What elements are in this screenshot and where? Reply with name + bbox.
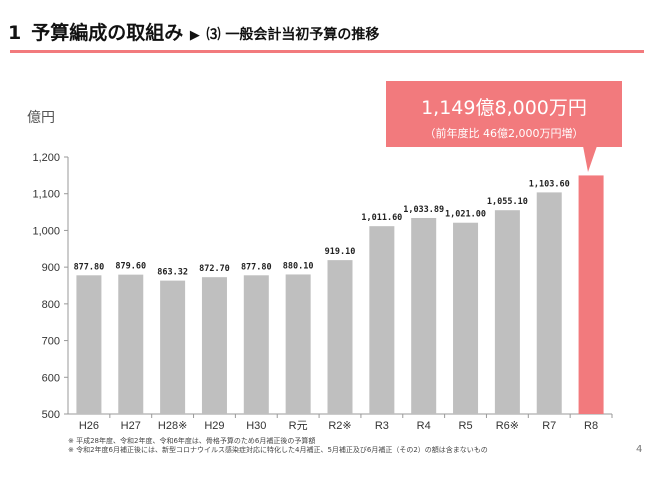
x-tick-label: H28※ [158, 420, 187, 432]
y-tick-label: 1,100 [32, 189, 60, 201]
y-tick-label: 900 [42, 262, 60, 274]
bar-H29 [201, 277, 227, 414]
x-tick-label: H30 [246, 420, 266, 432]
bar-R5 [453, 222, 479, 414]
callout-total: 1,149億8,000万円 [421, 97, 587, 119]
data-label: 880.10 [283, 261, 314, 271]
x-tick-label: R7 [542, 420, 556, 432]
bar-H28※ [160, 280, 186, 414]
data-label: 1,103.60 [529, 179, 570, 189]
y-tick-label: 600 [42, 372, 60, 384]
y-axis-unit: 億円 [27, 110, 55, 126]
footnote-1: ※ 平成28年度、令和2年度、令和6年度は、骨格予算のため6月補正後の予算額 [68, 437, 316, 445]
x-tick-label: R2※ [328, 420, 351, 432]
y-tick-label: 1,000 [32, 225, 60, 237]
footnote-2: ※ 令和2年度6月補正後には、新型コロナウイルス感染症対応に特化した4月補正、5… [68, 446, 488, 454]
data-label: 1,021.00 [445, 210, 486, 220]
total-callout: 1,149億8,000万円 （前年度比 46億2,000万円増） [386, 81, 622, 147]
data-label: 877.80 [241, 262, 272, 272]
bar-R8 [578, 175, 604, 414]
data-label: 1,055.10 [487, 197, 528, 207]
title-underline [10, 50, 644, 53]
x-tick-label: R3 [375, 420, 389, 432]
data-label: 879.60 [115, 262, 146, 272]
data-label: 872.70 [199, 264, 230, 274]
callout-change: （前年度比 46億2,000万円増） [424, 127, 584, 140]
y-tick-label: 800 [42, 299, 60, 311]
bar-H30 [243, 275, 269, 414]
data-label: 1,033.89 [403, 205, 444, 215]
data-label: 863.32 [157, 268, 188, 278]
bar-R6※ [494, 210, 520, 414]
callout-pointer [583, 146, 597, 172]
page-number: 4 [636, 444, 643, 455]
section-number: 1 [8, 22, 22, 44]
x-tick-label: R8 [584, 420, 598, 432]
bar-R3 [369, 226, 395, 414]
data-label: 877.80 [74, 262, 105, 272]
bar-R7 [536, 192, 562, 414]
data-label: 1,011.60 [361, 213, 402, 223]
arrow-icon: ▶ [189, 28, 200, 43]
bar-H26 [76, 275, 102, 414]
x-tick-label: H26 [79, 420, 99, 432]
x-tick-label: R6※ [496, 420, 519, 432]
x-tick-label: H29 [204, 420, 224, 432]
bar-R元 [285, 274, 311, 414]
bar-R2※ [327, 260, 353, 414]
bar-H27 [118, 274, 144, 414]
bar-R4 [411, 217, 437, 414]
x-tick-label: R4 [417, 420, 431, 432]
x-tick-label: R元 [289, 420, 308, 432]
data-label: 919.10 [325, 247, 356, 257]
section-title: 予算編成の取組み [31, 22, 184, 44]
slide-subtitle: ⑶ 一般会計当初予算の推移 [206, 27, 380, 43]
slide-title: 1 予算編成の取組み ▶ ⑶ 一般会計当初予算の推移 [8, 18, 379, 45]
y-tick-label: 1,200 [32, 152, 60, 164]
x-tick-label: H27 [121, 420, 141, 432]
x-tick-label: R5 [459, 420, 473, 432]
y-tick-label: 700 [42, 336, 60, 348]
y-tick-label: 500 [42, 409, 60, 421]
